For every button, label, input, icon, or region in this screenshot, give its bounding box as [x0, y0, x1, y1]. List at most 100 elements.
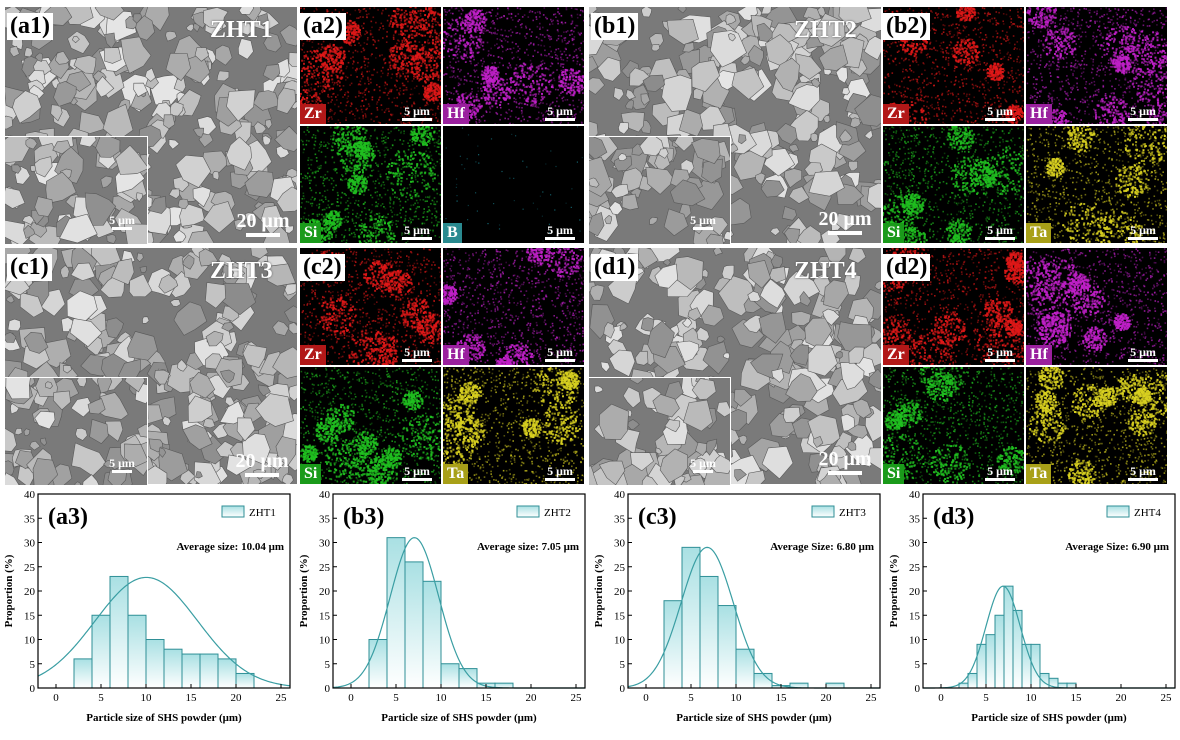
y-tick-label: 25 [24, 562, 36, 574]
legend-swatch [517, 506, 539, 517]
legend-label: ZHT1 [249, 507, 276, 519]
x-tick-label: 15 [186, 692, 198, 704]
y-tick-label: 40 [24, 489, 36, 501]
average-size-annotation: Average Size: 6.80 μm [770, 541, 874, 553]
eds-map-si-c: Si 5 μm [300, 367, 441, 484]
x-tick-label: 5 [983, 692, 989, 704]
histogram-bar [387, 538, 405, 688]
histogram-bar [200, 654, 218, 688]
histogram-bar [441, 664, 459, 688]
y-tick-label: 20 [614, 586, 626, 598]
histogram-bar [459, 669, 477, 688]
scale-bar-20um-c1: 20 μm [230, 450, 294, 477]
sample-label-zht1: ZHT1 [210, 17, 273, 44]
y-tick-label: 20 [909, 586, 921, 598]
y-tick-label: 5 [620, 659, 626, 671]
x-axis-label: Particle size of SHS powder (μm) [86, 712, 242, 724]
y-tick-label: 40 [909, 489, 921, 501]
histogram-bar [754, 673, 772, 688]
element-label-hf: Hf [1026, 104, 1052, 124]
element-label-si: Si [300, 464, 321, 484]
panel-label-c1: (c1) [7, 254, 52, 281]
histogram-bar [164, 649, 182, 688]
histogram-bar [146, 640, 164, 689]
y-tick-label: 30 [24, 538, 36, 550]
legend-label: ZHT3 [839, 507, 866, 519]
element-label-si: Si [883, 223, 904, 243]
sample-label-zht3: ZHT3 [210, 258, 273, 285]
y-tick-label: 40 [614, 489, 626, 501]
histogram-bar [700, 576, 718, 688]
element-label-si: Si [883, 464, 904, 484]
histogram-panel-label: (d3) [933, 504, 974, 530]
scale-bar-5um: 5 μm [398, 105, 436, 121]
y-tick-label: 15 [909, 610, 921, 622]
element-label-ta: Ta [443, 464, 468, 484]
x-tick-label: 25 [571, 692, 583, 704]
y-tick-label: 35 [614, 513, 626, 525]
x-tick-label: 20 [821, 692, 833, 704]
histogram-panel-label: (b3) [343, 504, 384, 530]
scale-bar-5um: 5 μm [541, 465, 579, 481]
x-tick-label: 0 [53, 692, 59, 704]
scale-bar-5um: 5 μm [398, 465, 436, 481]
y-tick-label: 15 [24, 610, 36, 622]
x-tick-label: 25 [866, 692, 878, 704]
x-tick-label: 20 [1116, 692, 1128, 704]
x-tick-label: 0 [348, 692, 354, 704]
histogram-bar [92, 615, 110, 688]
x-tick-label: 10 [1026, 692, 1038, 704]
scale-bar-5um: 5 μm [981, 105, 1019, 121]
x-tick-label: 25 [1161, 692, 1173, 704]
scale-bar-5um-a1-inset: 5 μm [104, 214, 140, 230]
scale-bar-5um: 5 μm [1124, 465, 1162, 481]
scale-bar-20um-d1: 20 μm [812, 448, 878, 475]
x-axis-label: Particle size of SHS powder (μm) [381, 712, 537, 724]
scale-bar-5um: 5 μm [541, 105, 579, 121]
histogram-bar [236, 673, 254, 688]
x-tick-label: 0 [938, 692, 944, 704]
y-tick-label: 0 [915, 683, 921, 695]
histogram-bar [995, 615, 1004, 688]
y-axis-label: Proportion (%) [888, 554, 900, 627]
y-tick-label: 30 [909, 538, 921, 550]
y-tick-label: 15 [319, 610, 331, 622]
histogram-bar [369, 640, 387, 689]
x-tick-label: 5 [393, 692, 399, 704]
scale-bar-5um-b1-inset: 5 μm [684, 214, 722, 230]
x-tick-label: 15 [1071, 692, 1083, 704]
element-label-zr: Zr [883, 104, 909, 124]
average-size-annotation: Average size: 10.04 μm [177, 541, 284, 553]
y-tick-label: 35 [909, 513, 921, 525]
x-tick-label: 20 [526, 692, 538, 704]
legend-label: ZHT2 [544, 507, 571, 519]
y-tick-label: 30 [614, 538, 626, 550]
x-tick-label: 0 [643, 692, 649, 704]
element-label-b: B [443, 223, 462, 243]
histogram-bar [1004, 586, 1013, 688]
eds-map-si-b: Si 5 μm [883, 126, 1024, 243]
histogram-bar [182, 654, 200, 688]
y-tick-label: 0 [620, 683, 626, 695]
histogram-bar [826, 683, 844, 688]
element-label-zr: Zr [300, 104, 326, 124]
histogram-bar [405, 562, 423, 688]
scale-bar-5um: 5 μm [981, 224, 1019, 240]
y-tick-label: 5 [915, 659, 921, 671]
scale-bar-5um: 5 μm [1124, 224, 1162, 240]
sample-label-zht2: ZHT2 [794, 17, 857, 44]
x-axis-label: Particle size of SHS powder (μm) [971, 712, 1127, 724]
histogram-bar [682, 547, 700, 688]
y-axis-label: Proportion (%) [593, 554, 605, 627]
element-label-hf: Hf [1026, 345, 1052, 365]
y-tick-label: 0 [325, 683, 331, 695]
x-tick-label: 10 [141, 692, 153, 704]
